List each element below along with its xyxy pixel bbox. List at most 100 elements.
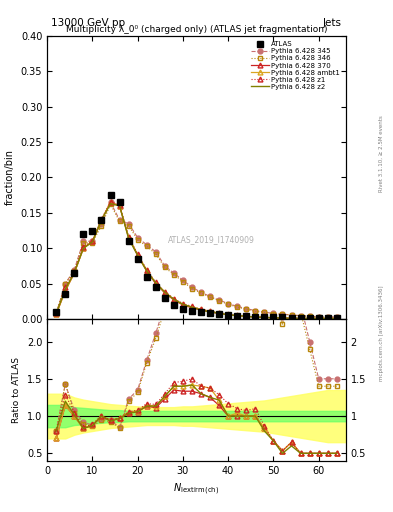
Pythia 6.428 346: [226, 301, 231, 307]
Pythia 6.428 z2: [90, 239, 95, 245]
Pythia 6.428 346: [126, 223, 131, 229]
Pythia 6.428 z1: [280, 315, 285, 321]
Pythia 6.428 z2: [81, 245, 86, 251]
Pythia 6.428 345: [316, 314, 321, 320]
Pythia 6.428 z1: [217, 310, 222, 316]
Pythia 6.428 z1: [208, 308, 213, 314]
Pythia 6.428 345: [153, 249, 158, 255]
Pythia 6.428 370: [99, 217, 104, 223]
Pythia 6.428 345: [126, 221, 131, 227]
Pythia 6.428 z2: [189, 304, 194, 310]
Pythia 6.428 346: [316, 314, 321, 320]
Pythia 6.428 370: [289, 315, 294, 322]
Pythia 6.428 z1: [81, 244, 86, 250]
Pythia 6.428 345: [244, 306, 249, 312]
Pythia 6.428 370: [144, 268, 149, 274]
Pythia 6.428 345: [253, 308, 258, 314]
Pythia 6.428 370: [189, 305, 194, 311]
Pythia 6.428 345: [189, 284, 194, 290]
Text: 13000 GeV pp: 13000 GeV pp: [51, 18, 125, 28]
Pythia 6.428 ambt1: [217, 310, 222, 316]
Title: Multiplicity λ_0⁰ (charged only) (ATLAS jet fragmentation): Multiplicity λ_0⁰ (charged only) (ATLAS …: [66, 25, 327, 34]
Pythia 6.428 ambt1: [226, 312, 231, 318]
Pythia 6.428 z1: [244, 313, 249, 319]
Pythia 6.428 346: [189, 286, 194, 292]
Pythia 6.428 z1: [144, 266, 149, 272]
Pythia 6.428 z2: [307, 315, 312, 322]
Pythia 6.428 ambt1: [63, 288, 68, 294]
ATLAS: [81, 231, 86, 237]
Pythia 6.428 ambt1: [289, 315, 294, 322]
Pythia 6.428 346: [208, 294, 213, 300]
Line: Pythia 6.428 370: Pythia 6.428 370: [54, 200, 339, 321]
Pythia 6.428 ambt1: [208, 308, 213, 314]
ATLAS: [253, 314, 258, 320]
Pythia 6.428 370: [108, 199, 113, 205]
Pythia 6.428 z2: [334, 315, 339, 322]
Pythia 6.428 345: [262, 309, 267, 315]
Pythia 6.428 z1: [153, 279, 158, 285]
ATLAS: [217, 311, 222, 317]
Pythia 6.428 345: [54, 310, 59, 316]
Pythia 6.428 346: [63, 281, 68, 287]
ATLAS: [189, 308, 194, 314]
Pythia 6.428 ambt1: [90, 238, 95, 244]
ATLAS: [334, 315, 339, 321]
Pythia 6.428 z1: [72, 268, 77, 274]
Pythia 6.428 ambt1: [271, 315, 276, 321]
ATLAS: [244, 313, 249, 319]
ATLAS: [307, 315, 312, 321]
Pythia 6.428 370: [235, 312, 240, 318]
Pythia 6.428 370: [90, 238, 95, 244]
Pythia 6.428 370: [307, 315, 312, 322]
Pythia 6.428 345: [180, 277, 185, 283]
Pythia 6.428 z1: [253, 314, 258, 320]
Pythia 6.428 z1: [54, 310, 59, 316]
Pythia 6.428 345: [90, 238, 95, 244]
Pythia 6.428 370: [208, 309, 213, 315]
Pythia 6.428 346: [262, 309, 267, 315]
Pythia 6.428 345: [271, 310, 276, 316]
Text: Jets: Jets: [323, 18, 342, 28]
ATLAS: [235, 312, 240, 318]
Pythia 6.428 370: [217, 310, 222, 316]
Pythia 6.428 346: [117, 218, 122, 224]
Pythia 6.428 346: [153, 251, 158, 257]
Pythia 6.428 ambt1: [72, 270, 77, 276]
Pythia 6.428 ambt1: [253, 314, 258, 320]
Pythia 6.428 346: [289, 312, 294, 318]
Pythia 6.428 346: [325, 314, 330, 320]
ATLAS: [262, 314, 267, 320]
Pythia 6.428 345: [226, 301, 231, 307]
Pythia 6.428 ambt1: [171, 296, 176, 303]
Pythia 6.428 345: [171, 270, 176, 276]
Pythia 6.428 ambt1: [298, 315, 303, 322]
Pythia 6.428 370: [244, 313, 249, 319]
Pythia 6.428 z1: [99, 216, 104, 222]
Pythia 6.428 z1: [307, 315, 312, 322]
ATLAS: [72, 270, 77, 276]
Pythia 6.428 346: [199, 290, 204, 296]
ATLAS: [99, 217, 104, 223]
Pythia 6.428 370: [117, 203, 122, 209]
Pythia 6.428 z2: [226, 312, 231, 318]
Pythia 6.428 370: [162, 290, 167, 296]
Pythia 6.428 ambt1: [144, 267, 149, 273]
Pythia 6.428 z1: [325, 315, 330, 322]
Pythia 6.428 z2: [262, 314, 267, 321]
Line: Pythia 6.428 ambt1: Pythia 6.428 ambt1: [54, 200, 339, 321]
Pythia 6.428 z2: [280, 315, 285, 321]
Pythia 6.428 345: [81, 238, 86, 244]
Pythia 6.428 z2: [153, 280, 158, 286]
Pythia 6.428 345: [135, 234, 140, 241]
Line: Pythia 6.428 z2: Pythia 6.428 z2: [56, 204, 337, 318]
Pythia 6.428 ambt1: [135, 251, 140, 258]
Pythia 6.428 z1: [117, 202, 122, 208]
Pythia 6.428 370: [63, 288, 68, 294]
Pythia 6.428 346: [298, 313, 303, 319]
Pythia 6.428 z2: [126, 236, 131, 242]
Pythia 6.428 z2: [144, 268, 149, 274]
Pythia 6.428 370: [81, 245, 86, 251]
Pythia 6.428 ambt1: [117, 203, 122, 209]
Pythia 6.428 345: [162, 263, 167, 269]
